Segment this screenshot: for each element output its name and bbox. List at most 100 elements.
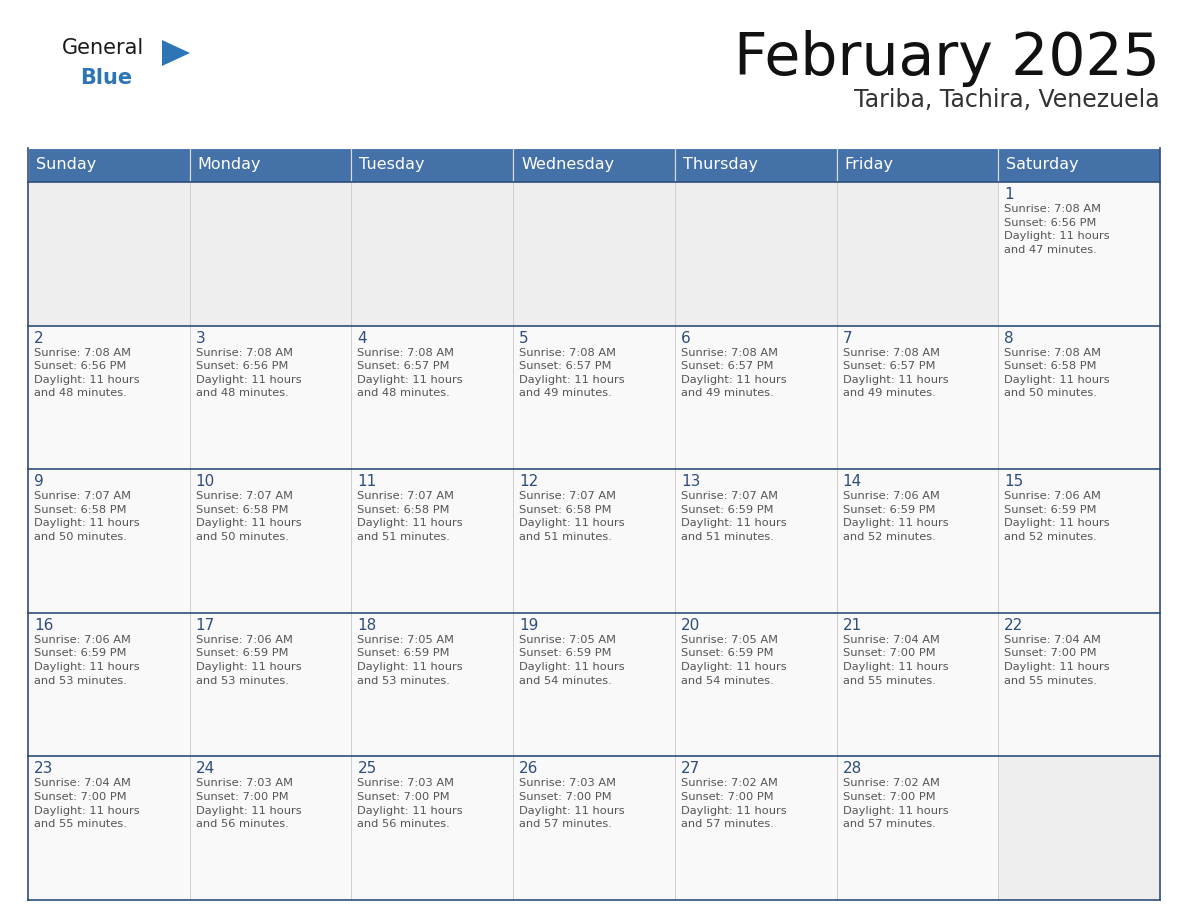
Text: Sunrise: 7:06 AM
Sunset: 6:59 PM
Daylight: 11 hours
and 53 minutes.: Sunrise: 7:06 AM Sunset: 6:59 PM Dayligh…	[34, 635, 140, 686]
Text: Blue: Blue	[80, 68, 132, 88]
Text: Sunrise: 7:06 AM
Sunset: 6:59 PM
Daylight: 11 hours
and 52 minutes.: Sunrise: 7:06 AM Sunset: 6:59 PM Dayligh…	[1004, 491, 1110, 542]
Bar	[190, 148, 352, 182]
Text: Sunrise: 7:08 AM
Sunset: 6:57 PM
Daylight: 11 hours
and 49 minutes.: Sunrise: 7:08 AM Sunset: 6:57 PM Dayligh…	[519, 348, 625, 398]
Text: Sunrise: 7:07 AM
Sunset: 6:58 PM
Daylight: 11 hours
and 51 minutes.: Sunrise: 7:07 AM Sunset: 6:58 PM Dayligh…	[519, 491, 625, 542]
Bar	[675, 148, 836, 182]
Text: Tuesday: Tuesday	[360, 158, 425, 173]
Text: 7: 7	[842, 330, 852, 345]
Bar	[352, 756, 513, 900]
Text: 9: 9	[34, 475, 44, 489]
Bar	[190, 613, 352, 756]
Bar	[513, 182, 675, 326]
Text: 22: 22	[1004, 618, 1024, 633]
Text: Sunrise: 7:03 AM
Sunset: 7:00 PM
Daylight: 11 hours
and 57 minutes.: Sunrise: 7:03 AM Sunset: 7:00 PM Dayligh…	[519, 778, 625, 829]
Bar	[352, 326, 513, 469]
Text: 5: 5	[519, 330, 529, 345]
Bar	[998, 326, 1159, 469]
Bar	[675, 469, 836, 613]
Bar	[675, 613, 836, 756]
Bar	[29, 148, 190, 182]
Text: 20: 20	[681, 618, 700, 633]
Text: Sunrise: 7:03 AM
Sunset: 7:00 PM
Daylight: 11 hours
and 56 minutes.: Sunrise: 7:03 AM Sunset: 7:00 PM Dayligh…	[358, 778, 463, 829]
Bar	[998, 182, 1159, 326]
Text: Sunday: Sunday	[36, 158, 96, 173]
Text: 25: 25	[358, 761, 377, 777]
Bar	[352, 613, 513, 756]
Text: 4: 4	[358, 330, 367, 345]
Text: Sunrise: 7:08 AM
Sunset: 6:57 PM
Daylight: 11 hours
and 49 minutes.: Sunrise: 7:08 AM Sunset: 6:57 PM Dayligh…	[681, 348, 786, 398]
Bar	[836, 469, 998, 613]
Bar	[836, 613, 998, 756]
Text: Sunrise: 7:05 AM
Sunset: 6:59 PM
Daylight: 11 hours
and 53 minutes.: Sunrise: 7:05 AM Sunset: 6:59 PM Dayligh…	[358, 635, 463, 686]
Bar	[29, 469, 190, 613]
Text: 16: 16	[34, 618, 53, 633]
Text: February 2025: February 2025	[734, 30, 1159, 87]
Text: Sunrise: 7:08 AM
Sunset: 6:57 PM
Daylight: 11 hours
and 49 minutes.: Sunrise: 7:08 AM Sunset: 6:57 PM Dayligh…	[842, 348, 948, 398]
Bar	[190, 756, 352, 900]
Text: 14: 14	[842, 475, 861, 489]
Text: Tariba, Tachira, Venezuela: Tariba, Tachira, Venezuela	[854, 88, 1159, 112]
Text: Sunrise: 7:04 AM
Sunset: 7:00 PM
Daylight: 11 hours
and 55 minutes.: Sunrise: 7:04 AM Sunset: 7:00 PM Dayligh…	[34, 778, 140, 829]
Text: Sunrise: 7:05 AM
Sunset: 6:59 PM
Daylight: 11 hours
and 54 minutes.: Sunrise: 7:05 AM Sunset: 6:59 PM Dayligh…	[681, 635, 786, 686]
Text: Thursday: Thursday	[683, 158, 758, 173]
Bar	[998, 613, 1159, 756]
Text: 18: 18	[358, 618, 377, 633]
Text: Sunrise: 7:08 AM
Sunset: 6:57 PM
Daylight: 11 hours
and 48 minutes.: Sunrise: 7:08 AM Sunset: 6:57 PM Dayligh…	[358, 348, 463, 398]
Text: Sunrise: 7:07 AM
Sunset: 6:58 PM
Daylight: 11 hours
and 50 minutes.: Sunrise: 7:07 AM Sunset: 6:58 PM Dayligh…	[196, 491, 302, 542]
Text: 27: 27	[681, 761, 700, 777]
Text: Saturday: Saturday	[1006, 158, 1079, 173]
Bar	[675, 756, 836, 900]
Text: 15: 15	[1004, 475, 1024, 489]
Bar	[29, 182, 190, 326]
Text: 8: 8	[1004, 330, 1013, 345]
Text: Wednesday: Wednesday	[522, 158, 614, 173]
Bar	[836, 326, 998, 469]
Text: Sunrise: 7:02 AM
Sunset: 7:00 PM
Daylight: 11 hours
and 57 minutes.: Sunrise: 7:02 AM Sunset: 7:00 PM Dayligh…	[681, 778, 786, 829]
Text: Sunrise: 7:07 AM
Sunset: 6:58 PM
Daylight: 11 hours
and 50 minutes.: Sunrise: 7:07 AM Sunset: 6:58 PM Dayligh…	[34, 491, 140, 542]
Bar	[513, 469, 675, 613]
Text: Sunrise: 7:07 AM
Sunset: 6:59 PM
Daylight: 11 hours
and 51 minutes.: Sunrise: 7:07 AM Sunset: 6:59 PM Dayligh…	[681, 491, 786, 542]
Text: Sunrise: 7:06 AM
Sunset: 6:59 PM
Daylight: 11 hours
and 53 minutes.: Sunrise: 7:06 AM Sunset: 6:59 PM Dayligh…	[196, 635, 302, 686]
Text: Sunrise: 7:02 AM
Sunset: 7:00 PM
Daylight: 11 hours
and 57 minutes.: Sunrise: 7:02 AM Sunset: 7:00 PM Dayligh…	[842, 778, 948, 829]
Text: 10: 10	[196, 475, 215, 489]
Bar	[998, 469, 1159, 613]
Text: 17: 17	[196, 618, 215, 633]
Bar	[836, 756, 998, 900]
Bar	[513, 326, 675, 469]
Text: 19: 19	[519, 618, 538, 633]
Text: 23: 23	[34, 761, 53, 777]
Text: Monday: Monday	[197, 158, 261, 173]
Bar	[998, 756, 1159, 900]
Text: 11: 11	[358, 475, 377, 489]
Bar	[352, 148, 513, 182]
Bar	[675, 182, 836, 326]
Text: Sunrise: 7:04 AM
Sunset: 7:00 PM
Daylight: 11 hours
and 55 minutes.: Sunrise: 7:04 AM Sunset: 7:00 PM Dayligh…	[842, 635, 948, 686]
Text: 24: 24	[196, 761, 215, 777]
Text: 13: 13	[681, 475, 700, 489]
Text: Friday: Friday	[845, 158, 893, 173]
Text: Sunrise: 7:03 AM
Sunset: 7:00 PM
Daylight: 11 hours
and 56 minutes.: Sunrise: 7:03 AM Sunset: 7:00 PM Dayligh…	[196, 778, 302, 829]
Text: 3: 3	[196, 330, 206, 345]
Bar	[675, 326, 836, 469]
Bar	[190, 469, 352, 613]
Text: Sunrise: 7:08 AM
Sunset: 6:56 PM
Daylight: 11 hours
and 47 minutes.: Sunrise: 7:08 AM Sunset: 6:56 PM Dayligh…	[1004, 204, 1110, 255]
Bar	[190, 326, 352, 469]
Text: Sunrise: 7:04 AM
Sunset: 7:00 PM
Daylight: 11 hours
and 55 minutes.: Sunrise: 7:04 AM Sunset: 7:00 PM Dayligh…	[1004, 635, 1110, 686]
Text: 21: 21	[842, 618, 861, 633]
Text: Sunrise: 7:07 AM
Sunset: 6:58 PM
Daylight: 11 hours
and 51 minutes.: Sunrise: 7:07 AM Sunset: 6:58 PM Dayligh…	[358, 491, 463, 542]
Text: 12: 12	[519, 475, 538, 489]
Bar	[513, 756, 675, 900]
Text: Sunrise: 7:05 AM
Sunset: 6:59 PM
Daylight: 11 hours
and 54 minutes.: Sunrise: 7:05 AM Sunset: 6:59 PM Dayligh…	[519, 635, 625, 686]
Text: Sunrise: 7:06 AM
Sunset: 6:59 PM
Daylight: 11 hours
and 52 minutes.: Sunrise: 7:06 AM Sunset: 6:59 PM Dayligh…	[842, 491, 948, 542]
Bar	[998, 148, 1159, 182]
Bar	[29, 613, 190, 756]
Text: Sunrise: 7:08 AM
Sunset: 6:58 PM
Daylight: 11 hours
and 50 minutes.: Sunrise: 7:08 AM Sunset: 6:58 PM Dayligh…	[1004, 348, 1110, 398]
Bar	[836, 182, 998, 326]
Text: 26: 26	[519, 761, 538, 777]
Bar	[836, 148, 998, 182]
Bar	[513, 613, 675, 756]
Bar	[29, 756, 190, 900]
Text: 1: 1	[1004, 187, 1013, 202]
Text: 6: 6	[681, 330, 690, 345]
Bar	[513, 148, 675, 182]
